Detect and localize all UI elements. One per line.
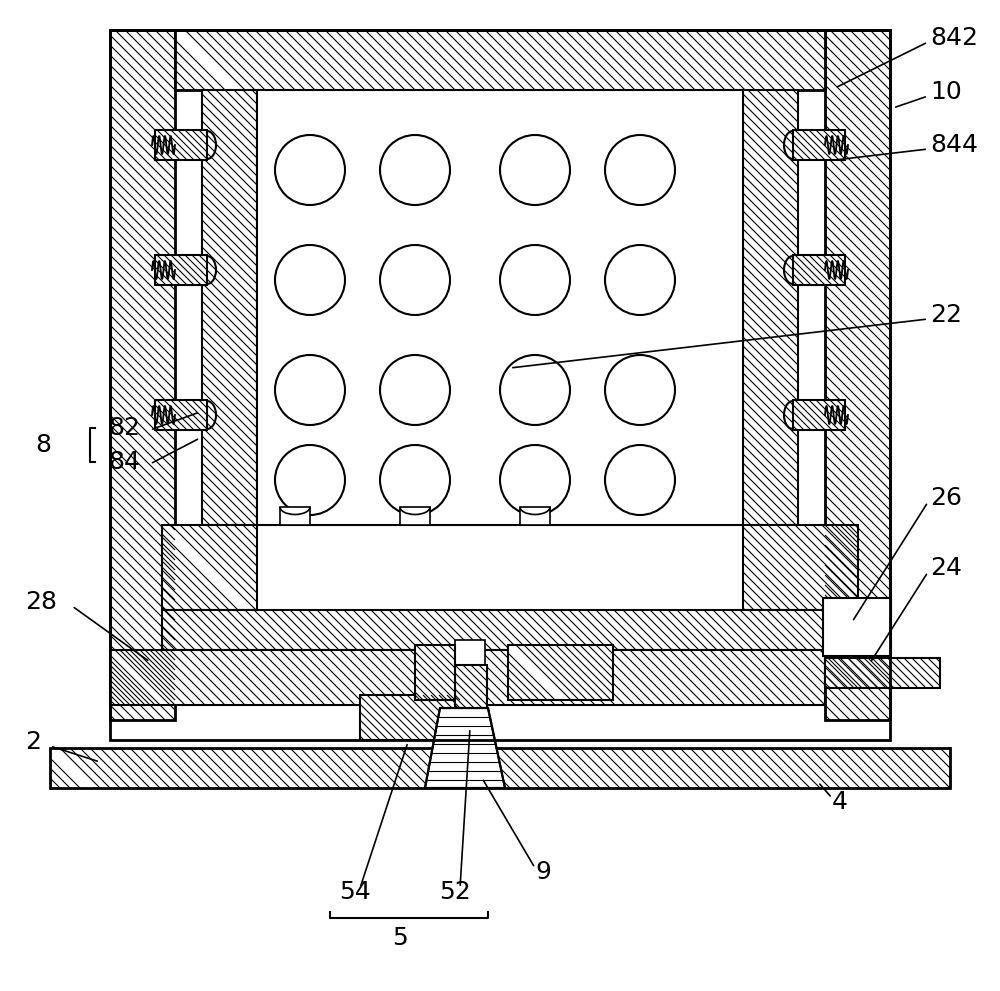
Text: 8: 8 — [35, 433, 51, 457]
Circle shape — [380, 355, 450, 425]
Circle shape — [605, 355, 675, 425]
Bar — [155, 400, 207, 430]
Bar — [50, 748, 950, 788]
Bar — [415, 645, 455, 700]
Circle shape — [380, 245, 450, 315]
Text: 28: 28 — [25, 590, 57, 614]
Bar — [825, 658, 940, 688]
Circle shape — [380, 135, 450, 205]
Bar — [202, 90, 257, 525]
Bar — [175, 30, 825, 90]
Bar — [743, 525, 858, 610]
Text: 5: 5 — [392, 926, 408, 950]
Bar — [793, 130, 845, 160]
Bar — [257, 90, 743, 525]
Text: 2: 2 — [25, 730, 41, 754]
Bar — [520, 507, 550, 525]
Text: 9: 9 — [535, 860, 551, 884]
Circle shape — [275, 245, 345, 315]
Bar — [360, 695, 460, 740]
Text: 842: 842 — [930, 26, 978, 50]
Text: 844: 844 — [930, 133, 978, 157]
Text: 22: 22 — [930, 303, 962, 327]
Circle shape — [500, 445, 570, 515]
Circle shape — [380, 445, 450, 515]
Text: 24: 24 — [930, 556, 962, 580]
Text: 82: 82 — [108, 416, 140, 440]
Bar — [110, 30, 890, 740]
Bar — [162, 525, 257, 610]
Bar — [743, 90, 798, 525]
Bar — [155, 130, 207, 160]
Bar — [155, 255, 207, 285]
Circle shape — [605, 245, 675, 315]
Bar — [162, 610, 858, 650]
Bar — [455, 640, 485, 665]
Bar — [110, 30, 175, 720]
Bar — [825, 30, 890, 720]
Bar — [793, 255, 845, 285]
Bar — [110, 650, 825, 705]
Circle shape — [500, 245, 570, 315]
Text: 84: 84 — [108, 450, 140, 474]
Text: 4: 4 — [832, 790, 848, 814]
Text: 26: 26 — [930, 486, 962, 510]
Circle shape — [275, 445, 345, 515]
Circle shape — [605, 445, 675, 515]
Bar — [400, 507, 430, 525]
Bar — [508, 645, 613, 700]
Circle shape — [605, 135, 675, 205]
Text: 10: 10 — [930, 80, 962, 104]
Bar — [455, 665, 487, 745]
Polygon shape — [425, 708, 505, 788]
Circle shape — [275, 355, 345, 425]
Bar — [793, 400, 845, 430]
Circle shape — [500, 135, 570, 205]
Circle shape — [500, 355, 570, 425]
Circle shape — [275, 135, 345, 205]
Bar — [280, 507, 310, 525]
Text: 54: 54 — [339, 880, 371, 904]
Text: 52: 52 — [439, 880, 471, 904]
Bar — [823, 598, 891, 656]
